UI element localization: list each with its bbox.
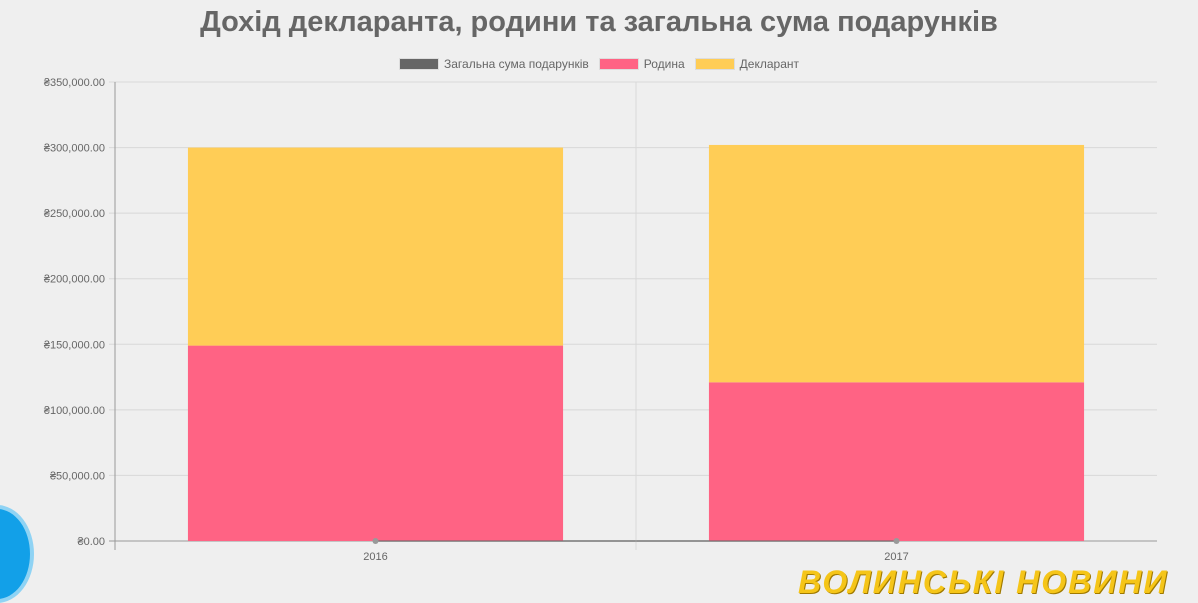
y-tick-label: ₴300,000.00	[44, 143, 105, 155]
legend-item-declarant[interactable]: Декларант	[694, 57, 799, 71]
x-tick-label: 2016	[363, 551, 387, 563]
y-tick-label: ₴350,000.00	[44, 77, 105, 89]
bar-2016-series-1	[187, 345, 564, 541]
legend: Загальна сума подарунків Родина Декларан…	[0, 57, 1198, 71]
legend-label: Родина	[643, 57, 685, 71]
y-tick-label: ₴200,000.00	[44, 274, 105, 286]
bar-2016-series-2	[187, 147, 564, 346]
legend-label: Загальна сума подарунків	[443, 57, 589, 71]
gifts-point	[893, 538, 900, 544]
legend-item-family[interactable]: Родина	[598, 57, 685, 71]
legend-swatch	[598, 58, 639, 70]
y-tick-label: ₴50,000.00	[50, 470, 105, 482]
legend-label: Декларант	[739, 57, 799, 71]
bar-2017-series-2	[708, 144, 1085, 383]
y-tick-label: ₴100,000.00	[44, 405, 105, 417]
legend-item-gifts[interactable]: Загальна сума подарунків	[398, 57, 589, 71]
bar-2017-series-1	[708, 382, 1085, 541]
watermark-logo: ВОЛИНСЬКІ НОВИНИ	[798, 564, 1169, 600]
legend-swatch	[694, 58, 735, 70]
y-tick-label: ₴150,000.00	[44, 339, 105, 351]
y-tick-label: ₴0.00	[77, 536, 105, 548]
y-tick-label: ₴250,000.00	[44, 208, 105, 220]
chart-title: Дохід декларанта, родини та загальна сум…	[200, 6, 998, 38]
legend-swatch	[398, 58, 439, 70]
gifts-point	[372, 538, 379, 544]
x-tick-label: 2017	[884, 551, 908, 563]
